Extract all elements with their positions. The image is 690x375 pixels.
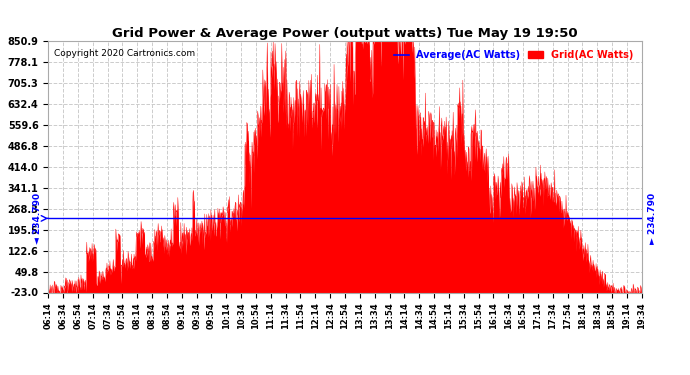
Text: Copyright 2020 Cartronics.com: Copyright 2020 Cartronics.com	[55, 49, 195, 58]
Text: ► 234.790: ► 234.790	[648, 193, 657, 244]
Legend: Average(AC Watts), Grid(AC Watts): Average(AC Watts), Grid(AC Watts)	[390, 46, 637, 64]
Title: Grid Power & Average Power (output watts) Tue May 19 19:50: Grid Power & Average Power (output watts…	[112, 27, 578, 40]
Text: ◄ 234.790: ◄ 234.790	[33, 193, 42, 244]
